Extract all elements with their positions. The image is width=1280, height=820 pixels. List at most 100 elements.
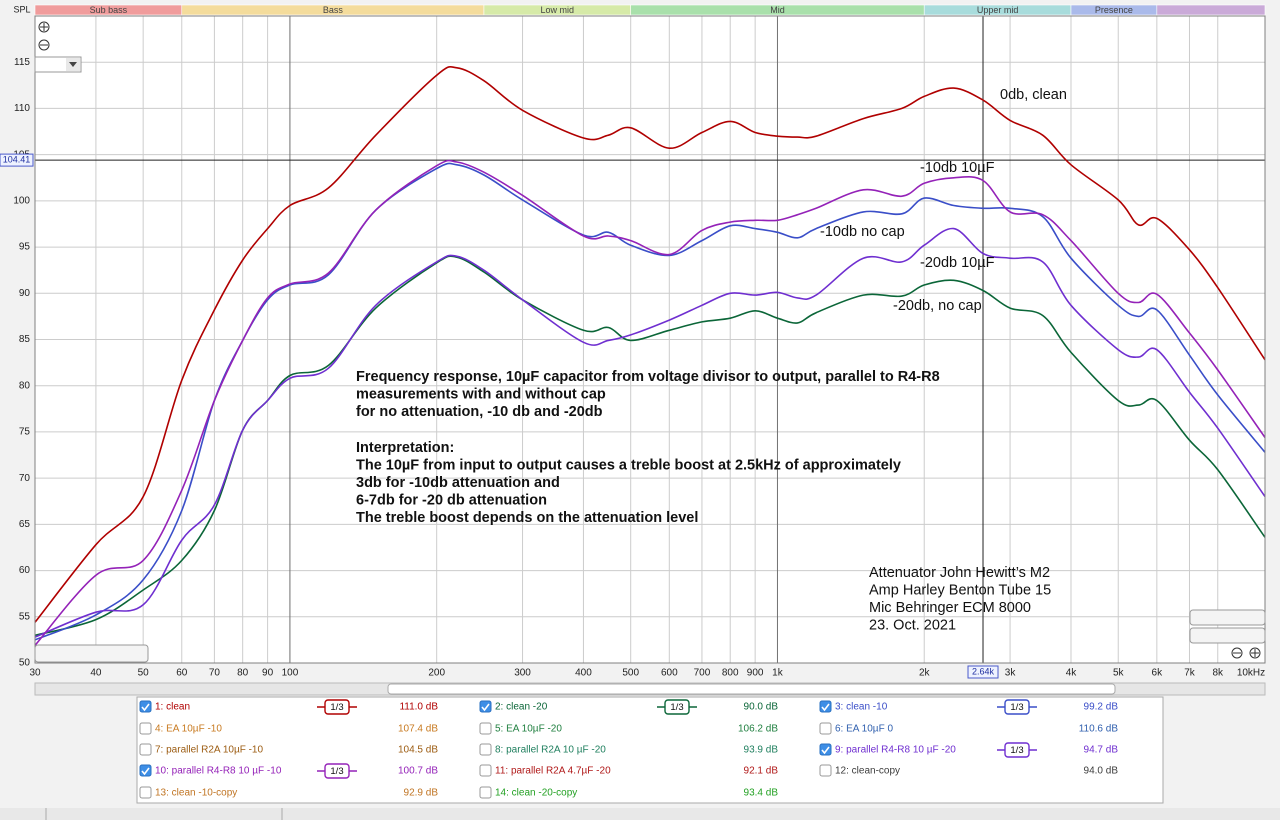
trace-reading: 90.0 dB (744, 702, 779, 713)
y-tick-label: 65 (19, 519, 31, 530)
grid (34, 16, 1266, 664)
credit-line: 23. Oct. 2021 (869, 617, 956, 633)
trace-row: 3: clean -10 1/3 99.2 dB (819, 699, 1119, 715)
trace-reading: 99.2 dB (1084, 702, 1119, 713)
dropdown[interactable] (34, 56, 82, 73)
trace-row: 6: EA 10µF 0 110.6 dB (819, 722, 1119, 735)
range-button[interactable] (1189, 609, 1266, 626)
checkbox[interactable] (479, 786, 492, 799)
scrollbar-thumb[interactable] (387, 683, 1116, 695)
y-tick-label: 110 (14, 103, 30, 114)
trace-name[interactable]: 1: clean (155, 702, 190, 713)
checkbox[interactable] (479, 743, 492, 756)
x-tick-label: 50 (138, 668, 150, 679)
checkmark (821, 703, 830, 712)
x-tick-label: 800 (722, 668, 739, 679)
smoothing-box[interactable] (324, 763, 350, 779)
checkbox[interactable] (479, 700, 492, 713)
annotation: -10db no cap (820, 224, 905, 240)
checkbox[interactable] (139, 764, 152, 777)
band-label: Sub bass (90, 5, 128, 15)
checkbox[interactable] (139, 722, 152, 735)
smoothing-box[interactable] (1004, 742, 1030, 758)
trace-row: 4: EA 10µF -10 107.4 dB (139, 722, 438, 735)
y-tick-label: 90 (19, 288, 31, 299)
range-button[interactable] (1189, 627, 1266, 644)
note-line: measurements with and without cap (356, 386, 606, 402)
x-tick-label: 6k (1152, 668, 1164, 679)
smoothing-box[interactable] (664, 699, 690, 715)
trace-name[interactable]: 11: parallel R2A 4.7µF -20 (495, 766, 611, 777)
annotation: 0db, clean (1000, 87, 1067, 103)
cursor-label: 2.64k (972, 666, 995, 676)
x-tick-label: 30 (29, 668, 41, 679)
checkmark (141, 703, 150, 712)
smoothing-box[interactable] (324, 699, 350, 715)
trace-row: 2: clean -20 1/3 90.0 dB (479, 699, 779, 715)
trace-name[interactable]: 14: clean -20-copy (495, 788, 577, 799)
checkbox[interactable] (479, 764, 492, 777)
trace-name[interactable]: 8: parallel R2A 10 µF -20 (495, 745, 606, 756)
trace-reading: 94.7 dB (1084, 745, 1119, 756)
x-tick-label: 70 (209, 668, 221, 679)
trace-row: 13: clean -10-copy 92.9 dB (139, 786, 439, 799)
trace-reading: 110.6 dB (1079, 724, 1119, 735)
checkbox[interactable] (819, 700, 832, 713)
trace-row: 9: parallel R4-R8 10 µF -20 1/3 94.7 dB (819, 742, 1119, 758)
y-axis-label: SPL (13, 4, 30, 14)
trace-name[interactable]: 10: parallel R4-R8 10 µF -10 (155, 766, 282, 777)
trace-name[interactable]: 9: parallel R4-R8 10 µF -20 (835, 745, 956, 756)
checkbox[interactable] (479, 722, 492, 735)
checkbox[interactable] (819, 722, 832, 735)
y-tick-label: 55 (19, 611, 31, 622)
band-label: Low mid (541, 5, 575, 15)
zoom-out-icon[interactable] (38, 39, 50, 51)
zoom-in-small[interactable] (1249, 647, 1261, 659)
checkbox[interactable] (819, 764, 832, 777)
checkmark (481, 703, 490, 712)
trace-name[interactable]: 3: clean -10 (835, 702, 888, 713)
y-tick-label: 80 (19, 380, 31, 391)
trace-row: 5: EA 10µF -20 106.2 dB (479, 722, 778, 735)
annotation: -10db 10µF (920, 160, 995, 176)
x-tick-label: 80 (237, 668, 249, 679)
trace-name[interactable]: 12: clean-copy (835, 766, 900, 777)
trace-name[interactable]: 7: parallel R2A 10µF -10 (155, 745, 263, 756)
checkbox[interactable] (139, 743, 152, 756)
x-tick-label: 700 (694, 668, 711, 679)
legend: 1: clean 1/3 111.0 dB 2: clean -20 1/3 90.0 d… (139, 699, 1119, 799)
trace-name[interactable]: 5: EA 10µF -20 (495, 724, 562, 735)
trace-name[interactable]: 13: clean -10-copy (155, 788, 237, 799)
note-line: 3db for -10db attenuation and (356, 475, 560, 491)
zoom-out-small[interactable] (1231, 647, 1243, 659)
checkmark (821, 746, 830, 755)
x-tick-label: 7k (1184, 668, 1196, 679)
average-button[interactable] (34, 644, 149, 663)
checkbox[interactable] (139, 786, 152, 799)
zoom-in-icon[interactable] (38, 21, 50, 33)
x-tick-label: 90 (262, 668, 274, 679)
trace-row: 11: parallel R2A 4.7µF -20 92.1 dB (479, 764, 778, 777)
x-tick-label: 5k (1113, 668, 1125, 679)
response-curve (34, 162, 1266, 641)
smoothing-box[interactable] (1004, 699, 1030, 715)
smoothing-label: 1/3 (670, 702, 683, 713)
trace-name[interactable]: 2: clean -20 (495, 702, 548, 713)
note-line: Interpretation: (356, 440, 454, 456)
band-strip: Sub bass Bass Low mid Mid Upper mid Presence (34, 4, 1266, 16)
band-label: Upper mid (977, 5, 1019, 15)
checkbox[interactable] (819, 743, 832, 756)
response-curve (34, 65, 1266, 623)
series-layer (34, 65, 1266, 646)
note-line: The treble boost depends on the attenuat… (356, 510, 698, 526)
x-tick-label: 600 (661, 668, 678, 679)
smoothing-label: 1/3 (330, 766, 343, 777)
band-label: Presence (1095, 5, 1133, 15)
y-tick-label: 60 (19, 565, 31, 576)
x-tick-label: 3k (1005, 668, 1017, 679)
trace-name[interactable]: 4: EA 10µF -10 (155, 724, 222, 735)
trace-reading: 92.9 dB (404, 788, 439, 799)
trace-name[interactable]: 6: EA 10µF 0 (835, 724, 893, 735)
checkbox[interactable] (139, 700, 152, 713)
y-tick-label: 95 (19, 242, 31, 253)
